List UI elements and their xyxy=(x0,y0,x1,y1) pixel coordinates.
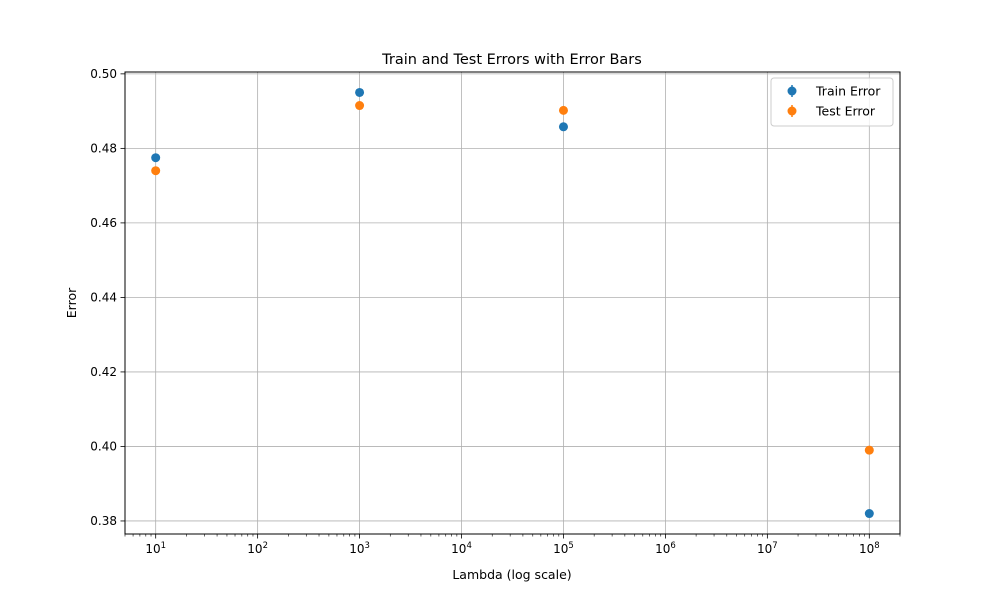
y-tick-label: 0.40 xyxy=(90,439,117,453)
legend-marker xyxy=(787,106,797,116)
legend-box xyxy=(770,77,894,127)
y-tick-label: 0.50 xyxy=(90,67,117,81)
plot-area xyxy=(125,72,900,534)
chart-title: Train and Test Errors with Error Bars xyxy=(381,52,642,68)
x-axis-label: Lambda (log scale) xyxy=(452,567,571,582)
y-tick-label: 0.38 xyxy=(90,514,117,528)
y-tick-label: 0.46 xyxy=(90,216,117,230)
axis-ticks: 101 102 103 104 105 106 107 108 0.38 0.40 0.42 0.44… xyxy=(90,67,901,556)
x-tick-label: 101 xyxy=(145,541,166,556)
test-error-point xyxy=(864,445,874,455)
grid xyxy=(125,72,900,534)
train-error-point xyxy=(558,122,568,132)
x-tick-label: 102 xyxy=(247,541,268,556)
axes-frame xyxy=(124,71,901,535)
legend-marker xyxy=(787,86,797,96)
test-error-point xyxy=(558,105,568,115)
x-tick-label: 106 xyxy=(655,541,676,556)
x-tick-label: 107 xyxy=(757,541,778,556)
data-points xyxy=(151,87,874,519)
x-tick-label: 105 xyxy=(553,541,574,556)
x-tick-label: 103 xyxy=(349,541,370,556)
test-error-point xyxy=(151,166,161,176)
legend-label: Test Error xyxy=(815,104,876,119)
train-error-point xyxy=(151,153,161,163)
y-tick-label: 0.42 xyxy=(90,365,117,379)
test-error-point xyxy=(355,101,365,111)
y-tick-label: 0.48 xyxy=(90,141,117,155)
x-tick-label: 104 xyxy=(451,541,472,556)
x-tick-label: 108 xyxy=(859,541,880,556)
legend: Train Error Test Error xyxy=(770,77,894,127)
y-tick-label: 0.44 xyxy=(90,290,117,304)
train-error-point xyxy=(864,509,874,519)
legend-label: Train Error xyxy=(815,84,881,99)
train-error-point xyxy=(355,87,365,97)
y-axis-label: Error xyxy=(64,287,79,318)
